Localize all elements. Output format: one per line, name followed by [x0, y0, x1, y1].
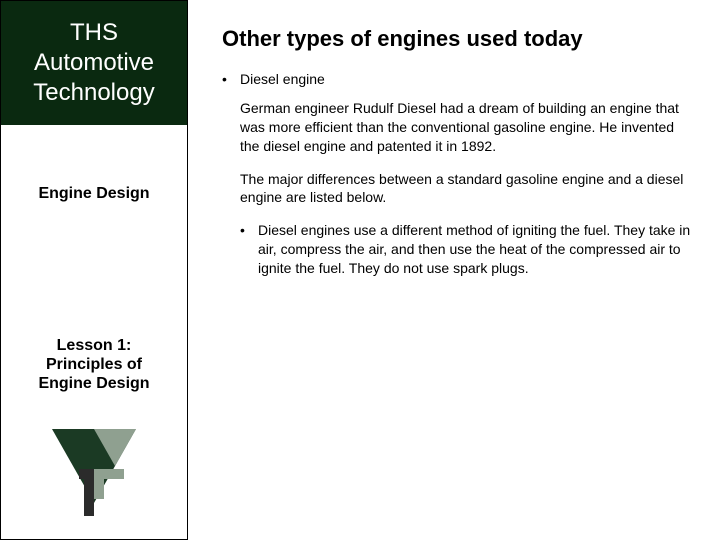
logo-icon	[44, 421, 144, 521]
bullet-text: Diesel engine	[240, 70, 325, 89]
lesson-line-2: Principles of	[1, 355, 187, 374]
main-content: Other types of engines used today • Dies…	[188, 0, 720, 540]
bullet-item: • Diesel engine	[222, 70, 692, 89]
slide-heading: Other types of engines used today	[222, 26, 692, 52]
sidebar-section: Engine Design	[1, 125, 187, 203]
bullet-mark: •	[222, 70, 240, 89]
sidebar-header: THS Automotive Technology	[1, 1, 187, 125]
lesson-block: Lesson 1: Principles of Engine Design	[1, 336, 187, 394]
sub-bullet-item: • Diesel engines use a different method …	[240, 221, 692, 278]
lesson-line-3: Engine Design	[1, 374, 187, 393]
sidebar: THS Automotive Technology Engine Design …	[0, 0, 188, 540]
logo	[44, 421, 144, 521]
body-paragraph: German engineer Rudulf Diesel had a drea…	[240, 99, 692, 156]
sub-bullet-text: Diesel engines use a different method of…	[258, 221, 692, 278]
bullet-mark: •	[240, 221, 258, 278]
course-title: THS Automotive Technology	[9, 18, 179, 108]
lesson-line-1: Lesson 1:	[1, 336, 187, 355]
body-paragraph: The major differences between a standard…	[240, 170, 692, 208]
section-label: Engine Design	[1, 185, 187, 203]
